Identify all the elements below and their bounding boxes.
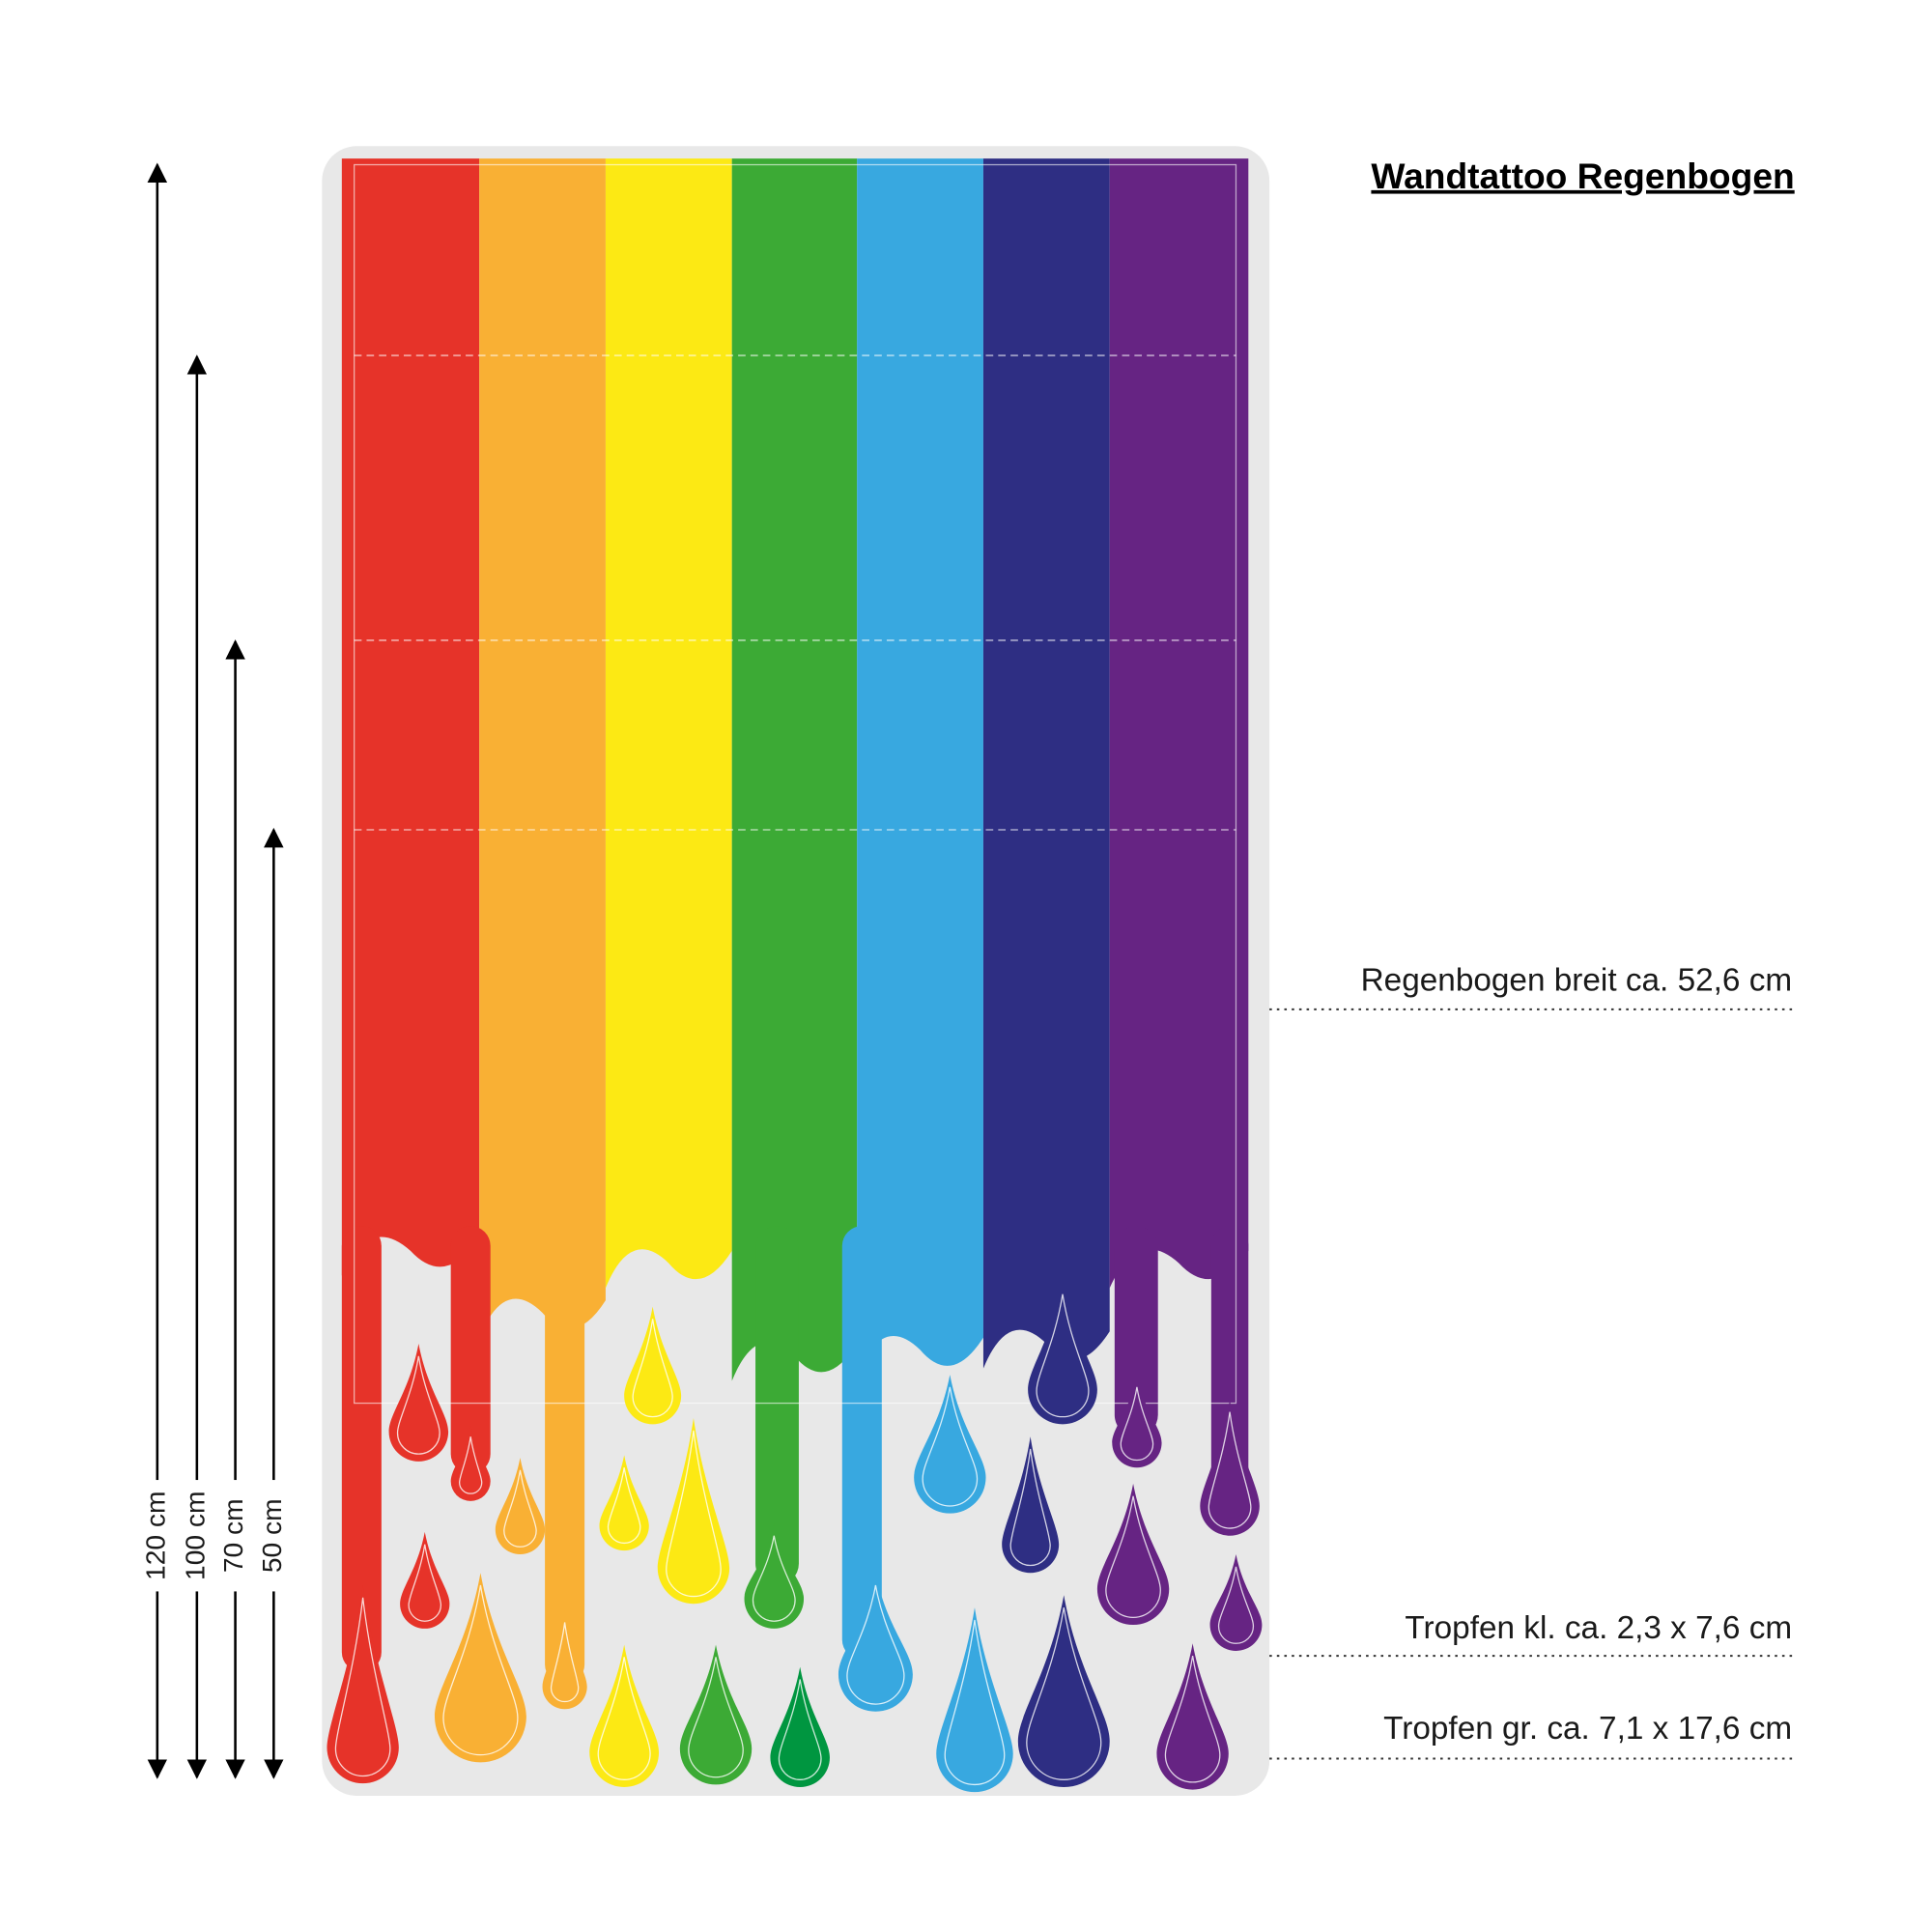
drop — [1096, 1483, 1170, 1626]
drip-tail — [841, 1226, 882, 1660]
drop-outline — [396, 1355, 440, 1455]
drop — [1156, 1643, 1229, 1790]
drop — [1112, 1375, 1162, 1468]
drop — [542, 1609, 587, 1710]
dimension-label: 100 cm — [179, 1492, 210, 1580]
drop-outline — [778, 1679, 822, 1780]
drop-outline — [597, 1657, 651, 1780]
drop — [1209, 1553, 1263, 1651]
label-gap — [182, 1480, 213, 1592]
label-gap — [258, 1480, 289, 1592]
drop — [679, 1644, 753, 1785]
drop — [1017, 1595, 1110, 1787]
stripe — [982, 158, 1110, 1369]
drop — [657, 1417, 730, 1605]
drop — [914, 1375, 986, 1514]
drop-outline — [1217, 1566, 1255, 1644]
title: Wandtattoo Regenbogen — [1371, 156, 1794, 196]
label-gap — [142, 1480, 173, 1592]
stripe — [605, 158, 732, 1289]
drop — [1200, 1399, 1260, 1536]
annotation: Regenbogen breit ca. 52,6 cm — [1361, 963, 1793, 999]
stripe — [857, 158, 983, 1376]
annotation: Tropfen gr. ca. 7,1 x 17,6 cm — [1383, 1711, 1792, 1747]
dimension-label: 50 cm — [256, 1498, 287, 1573]
stripe — [479, 158, 606, 1338]
stripe — [341, 158, 480, 1276]
drop-outline — [666, 1430, 722, 1598]
drop-outline — [1208, 1411, 1252, 1529]
drop — [599, 1455, 649, 1551]
drop-outline — [846, 1584, 905, 1705]
drip-tail — [755, 1226, 799, 1586]
drop-outline — [1009, 1448, 1051, 1567]
stripe — [731, 158, 858, 1381]
label-gap — [220, 1480, 250, 1592]
drop-outline — [632, 1319, 673, 1418]
dimension-label: 70 cm — [217, 1498, 248, 1573]
drop — [400, 1531, 450, 1629]
drop — [744, 1522, 805, 1629]
drop-outline — [944, 1619, 1006, 1785]
drop-outline — [334, 1597, 391, 1777]
drop-outline — [1026, 1606, 1102, 1780]
drop — [624, 1306, 682, 1425]
drip-tail — [1210, 1226, 1249, 1487]
drop-outline — [503, 1469, 537, 1548]
drop-outline — [408, 1544, 442, 1622]
drop — [1002, 1436, 1060, 1574]
drop-outline — [1036, 1293, 1090, 1418]
drop — [838, 1573, 913, 1712]
drop — [770, 1666, 830, 1787]
drop — [495, 1457, 546, 1554]
drop — [589, 1644, 660, 1787]
rainbow — [327, 158, 1263, 1793]
drop-outline — [688, 1657, 744, 1778]
drop-outline — [550, 1622, 580, 1703]
drop — [435, 1573, 526, 1763]
drop — [450, 1424, 491, 1501]
drop-outline — [1164, 1656, 1221, 1783]
cut-line — [354, 163, 1237, 1405]
drop-outline — [1120, 1386, 1154, 1462]
drop — [1028, 1281, 1097, 1425]
dimension-arrows: 120 cm 100 cm 70 cm 50 cm — [139, 162, 289, 1779]
drop-outline — [442, 1584, 519, 1756]
drop-outline — [1105, 1495, 1161, 1618]
drip-tail — [450, 1226, 491, 1474]
drip-tail — [545, 1226, 585, 1685]
drop — [936, 1607, 1013, 1793]
drop-outline — [922, 1386, 979, 1507]
drop — [388, 1344, 449, 1462]
annotation: Tropfen kl. ca. 2,3 x 7,6 cm — [1405, 1610, 1792, 1646]
drop-outline — [752, 1535, 796, 1622]
stripe — [1109, 158, 1249, 1289]
drop — [327, 1585, 399, 1784]
drop-outline — [607, 1467, 641, 1545]
drip-tail — [341, 1226, 382, 1672]
drip-tail — [1114, 1226, 1158, 1437]
dimension-label: 120 cm — [139, 1492, 170, 1580]
drop-outline — [458, 1436, 483, 1494]
